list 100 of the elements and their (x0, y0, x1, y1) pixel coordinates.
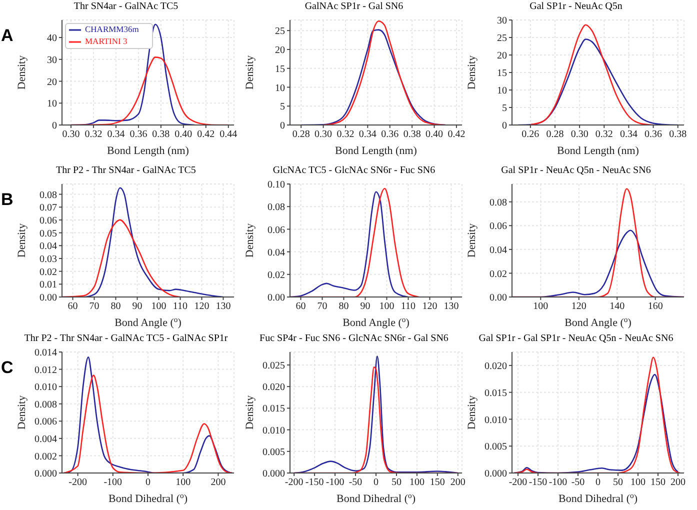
x-axis-title: Bond Dihedral ($^{o}$) (336, 490, 416, 505)
x-tick-label: -100 (326, 477, 344, 488)
x-tick-label: 70 (317, 301, 328, 312)
x-tick-label: 50 (391, 477, 402, 488)
y-tick-label: 15 (275, 64, 285, 75)
x-tick-label: 90 (132, 301, 142, 312)
legend-label: CHARMM36m (85, 24, 139, 34)
y-tick-label: 0.00 (40, 292, 57, 304)
x-tick-label: 110 (400, 301, 416, 312)
x-tick-label: 0.30 (62, 129, 80, 140)
y-tick-label: 30 (497, 16, 507, 27)
x-axis-title: Bond Dihedral ($^{o}$) (558, 490, 638, 505)
x-tick-label: 0.34 (358, 129, 376, 140)
chart-title: Gal SP1r - NeuAc Q5n (528, 0, 624, 13)
chart-title: Gal SP1r - NeuAc Q5n - NeuAc SN6 (500, 164, 652, 177)
y-tick-label: 0 (280, 120, 285, 132)
y-tick-label: 15 (497, 68, 507, 80)
x-tick-label: -50 (348, 477, 362, 488)
chart-title: GlcNAc TC5 - GlcNAc SN6r - Fuc SN6 (272, 164, 436, 177)
y-tick-label: 0.015 (262, 404, 285, 415)
y-tick-label: 0.08 (40, 190, 57, 201)
chart-title: Thr SN4ar - GalNAc TC5 (72, 0, 180, 13)
x-tick-label: -100 (104, 477, 122, 488)
x-tick-label: 130 (216, 301, 231, 312)
x-tick-label: 110 (172, 301, 188, 312)
x-tick-label: 0.42 (448, 129, 466, 140)
x-tick-label: 150 (430, 477, 445, 488)
x-tick-label: 0.36 (130, 129, 148, 140)
x-tick-label: 0.32 (336, 129, 354, 140)
y-axis-title: Density (16, 54, 28, 90)
y-tick-label: 20 (47, 76, 57, 88)
y-tick-label: 0.08 (268, 202, 285, 214)
y-tick-label: 25 (497, 33, 507, 44)
y-tick-label: 0.02 (490, 268, 507, 280)
y-tick-label: 0.000 (34, 468, 57, 480)
y-tick-label: 0.010 (34, 382, 57, 394)
x-tick-label: -150 (528, 477, 548, 488)
y-tick-label: 0.04 (268, 247, 285, 258)
chart-title: Thr P2 - Thr SN4ar - GalNAc TC5 (55, 164, 197, 177)
x-tick-label: 120 (422, 301, 438, 312)
x-tick-label: 0.42 (197, 129, 215, 140)
chart-title: Fuc SP4r - Fuc SN6 - GlcNAc SN6r - Gal SN6 (258, 332, 450, 345)
y-tick-label: 0.00 (490, 292, 507, 304)
y-tick-label: 0.015 (484, 388, 507, 399)
x-tick-label: 120 (571, 301, 586, 312)
x-tick-label: 0.34 (620, 129, 638, 140)
x-tick-label: 200 (210, 477, 226, 488)
y-tick-label: 30 (47, 54, 57, 66)
x-tick-label: 0 (146, 477, 150, 488)
line-series (62, 219, 181, 297)
y-axis-title: Density (244, 54, 256, 90)
x-tick-label: 120 (194, 301, 210, 312)
y-tick-label: 0.03 (40, 254, 57, 266)
y-tick-label: 40 (47, 33, 57, 44)
x-axis-title: Bond Length (nm) (335, 145, 418, 157)
y-tick-label: 0.06 (268, 224, 285, 236)
x-tick-label: 0.32 (84, 129, 102, 140)
y-tick-label: 25 (275, 26, 285, 38)
y-tick-label: 0.004 (34, 434, 57, 445)
y-axis-title: Density (244, 222, 256, 258)
x-tick-label: -200 (284, 477, 304, 488)
chart-title: Thr P2 - Thr SN4ar - GalNAc TC5 - GalNAc SP1r (23, 332, 229, 345)
x-tick-label: 0.38 (669, 129, 687, 140)
x-axis-title: Bond Length (nm) (107, 145, 190, 157)
y-axis-title: Density (16, 394, 28, 430)
y-tick-label: 0.005 (484, 442, 507, 453)
y-tick-label: 0.02 (40, 266, 57, 278)
y-tick-label: 0.07 (40, 202, 57, 214)
x-tick-label: 0 (596, 477, 600, 488)
x-tick-label: 0.30 (314, 129, 332, 140)
x-tick-label: -100 (548, 477, 568, 488)
x-tick-label: 0.28 (546, 129, 564, 140)
y-tick-label: 0.000 (484, 468, 507, 480)
x-tick-label: 160 (648, 301, 663, 312)
x-tick-label: 0.36 (644, 129, 662, 140)
y-tick-label: 0.06 (40, 216, 57, 227)
x-axis-title: Bond Angle ($^{o}$) (564, 314, 632, 329)
x-tick-label: -200 (68, 477, 87, 488)
y-tick-label: 0.04 (40, 241, 57, 252)
y-axis-title: Density (466, 54, 478, 90)
x-tick-label: 0.44 (220, 129, 238, 140)
x-tick-label: 60 (296, 301, 306, 312)
x-tick-label: 0 (374, 477, 378, 488)
x-tick-label: 0.34 (107, 129, 125, 140)
y-axis-title: Density (244, 394, 256, 430)
x-tick-label: 100 (533, 301, 548, 312)
y-tick-label: 0.025 (262, 360, 285, 372)
legend-label: MARTINI 3 (85, 36, 128, 46)
x-tick-label: 150 (650, 477, 666, 488)
x-tick-label: 140 (610, 301, 625, 312)
x-tick-label: 80 (338, 301, 349, 312)
x-tick-label: -150 (305, 477, 324, 488)
y-tick-label: 0 (52, 120, 57, 132)
y-axis-title: Density (16, 222, 28, 258)
y-tick-label: 0.012 (34, 364, 57, 376)
x-tick-label: 200 (670, 477, 686, 488)
y-tick-label: 10 (275, 82, 285, 94)
x-tick-label: 0.36 (381, 129, 399, 140)
line-series (513, 374, 679, 473)
y-tick-label: 0.00 (268, 292, 285, 304)
